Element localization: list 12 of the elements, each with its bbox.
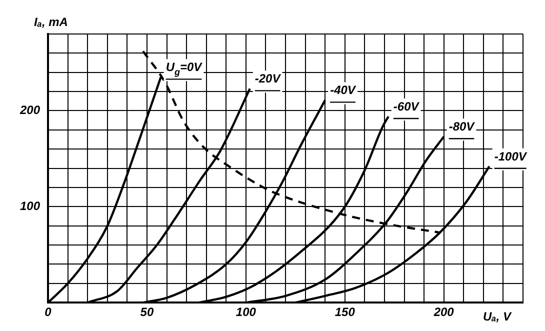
series-label: -40V [330, 83, 356, 98]
series-label: -80V [448, 120, 476, 134]
x-tick-label: 50 [140, 305, 154, 320]
x-tick-label: 200 [432, 305, 454, 320]
series-label: -60V [393, 100, 420, 114]
series-label: -20V [254, 72, 282, 86]
series-label: -100V [494, 149, 528, 164]
x-tick-label: 150 [334, 305, 356, 320]
x-axis-title: Uₐ, V [483, 310, 512, 324]
x-tick-label: 100 [236, 305, 256, 320]
x-tick-label: 0 [44, 305, 52, 320]
y-axis-title: Iₐ, mA [34, 15, 68, 29]
